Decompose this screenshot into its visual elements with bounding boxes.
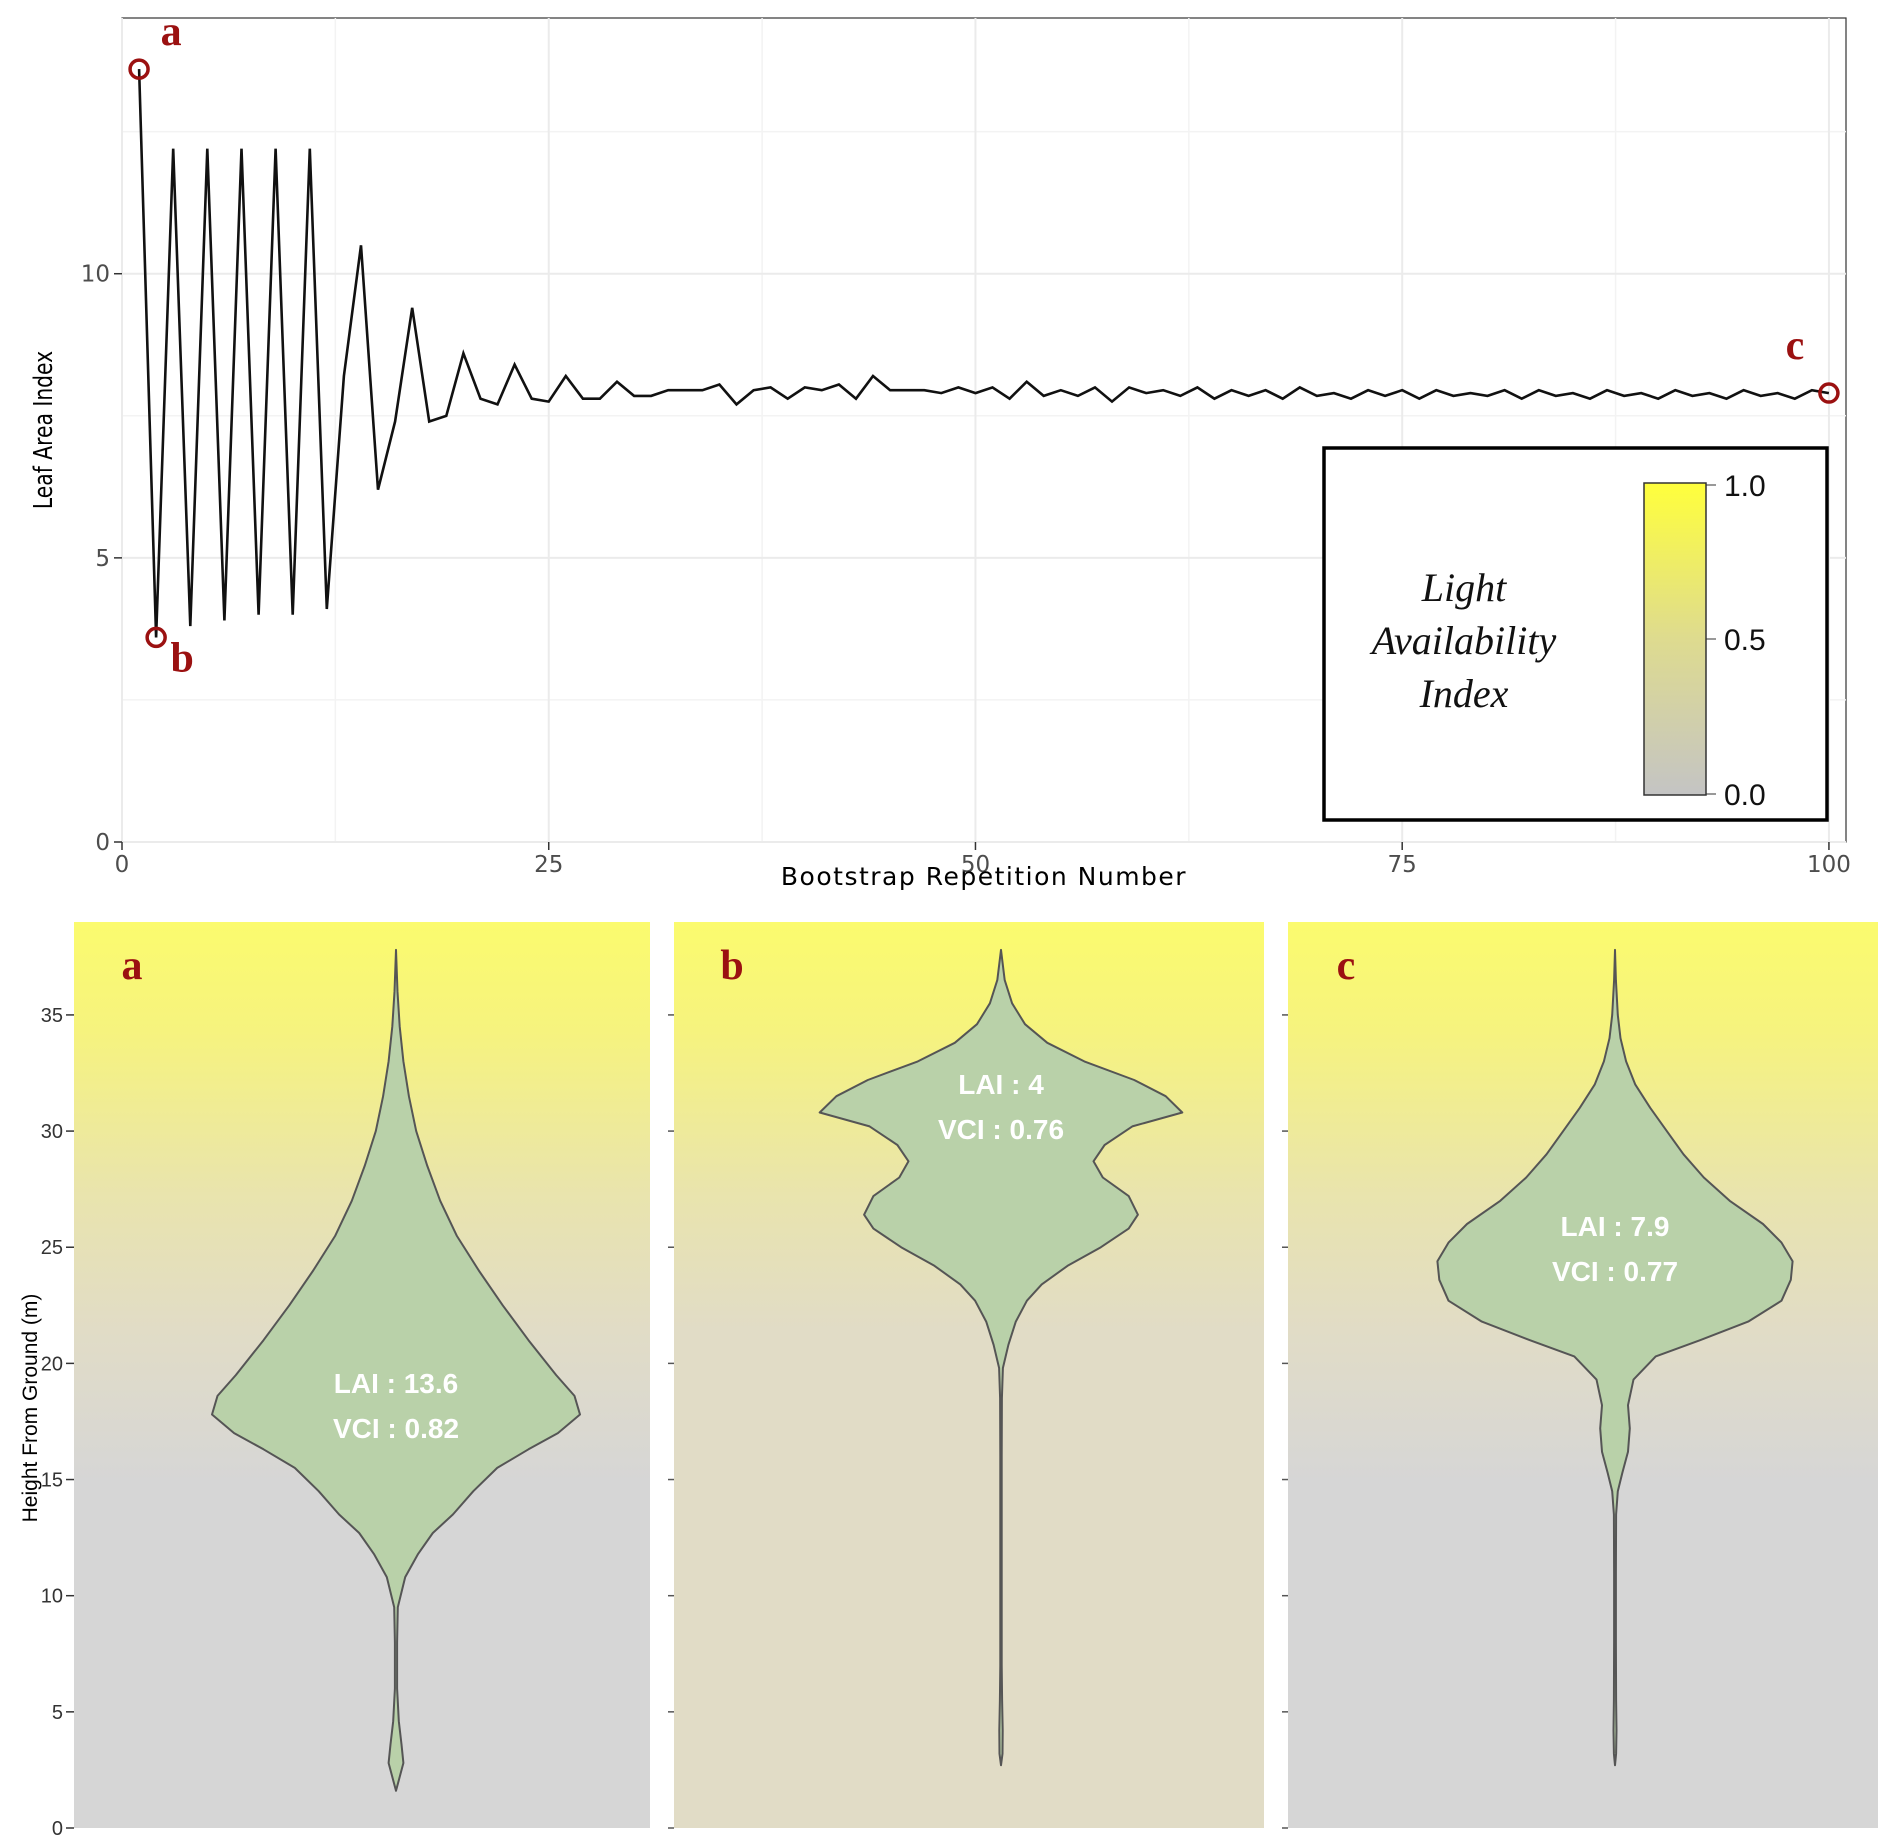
vci-annotation-a: VCI : 0.82 (333, 1413, 459, 1444)
legend-title-line-3: Index (1419, 671, 1509, 716)
y-axis-title: Leaf Area Index (29, 351, 59, 509)
violin-y-tick-label: 10 (41, 1586, 63, 1608)
lai-annotation-c: LAI : 7.9 (1561, 1211, 1670, 1242)
vci-annotation-b: VCI : 0.76 (938, 1114, 1064, 1145)
violin-y-tick-label: 35 (41, 1005, 63, 1027)
violin-shape-c (1436, 948, 1794, 1767)
violin-shape-a (211, 948, 581, 1792)
x-axis-title: Bootstrap Repetition Number (781, 862, 1187, 891)
colorbar-label-0-5: 0.5 (1724, 624, 1766, 657)
violin-y-tick-label: 20 (41, 1353, 63, 1375)
violin-shape-b (818, 948, 1184, 1767)
violin-y-tick-label: 5 (52, 1702, 63, 1724)
vci-annotation-c: VCI : 0.77 (1552, 1256, 1678, 1287)
y-tick-label: 5 (95, 546, 110, 572)
violin-y-tick-label: 25 (41, 1237, 63, 1259)
violin-panel-b: b LAI : 4 VCI : 0.76 (674, 922, 1264, 1828)
violin-y-axis-title: Height From Ground (m) (19, 1294, 42, 1523)
x-tick-label: 0 (115, 852, 130, 878)
y-tick-label: 0 (95, 830, 110, 856)
violin-y-tick-label: 30 (41, 1121, 63, 1143)
highlight-markers: a b c (128, 9, 1840, 681)
violin-panel-label-a: a (122, 943, 143, 989)
highlight-point-b (145, 626, 167, 649)
legend-frame (1322, 446, 1829, 822)
lai-annotation-b: LAI : 4 (958, 1069, 1044, 1100)
x-tick-label: 50 (961, 852, 990, 878)
highlight-point-c (1818, 382, 1840, 404)
violin-panel-label-c: c (1337, 943, 1356, 989)
x-tick-label: 25 (534, 852, 563, 878)
axis-ticks: 0 25 50 75 100 0 5 10 (81, 262, 1851, 878)
highlight-label-b: b (170, 635, 193, 681)
x-tick-label: 100 (1807, 852, 1851, 878)
violin-y-axis: 0 5 10 15 20 25 30 35 (41, 1005, 1288, 1836)
y-tick-label: 10 (81, 262, 110, 288)
highlight-point-a (128, 58, 150, 80)
legend: Light Availability Index 1.0 0.5 0.0 (1322, 446, 1829, 822)
lai-annotation-a: LAI : 13.6 (334, 1368, 458, 1399)
highlight-label-a: a (161, 9, 182, 55)
legend-title-line-1: Light (1421, 565, 1507, 610)
violin-panel-a: a LAI : 13.6 VCI : 0.82 (74, 922, 650, 1828)
lai-series-line (137, 69, 1830, 638)
colorbar (1643, 482, 1707, 796)
light-background (1288, 922, 1878, 1828)
violin-panel-c: c LAI : 7.9 VCI : 0.77 (1288, 922, 1878, 1828)
violin-y-tick-label: 0 (52, 1818, 63, 1836)
highlight-label-c: c (1786, 323, 1805, 369)
colorbar-label-0: 0.0 (1724, 779, 1766, 812)
legend-title-line-2: Availability (1369, 618, 1557, 663)
violin-panel-label-b: b (720, 943, 743, 989)
lai-line-chart: 0 25 50 75 100 0 5 10 a b c Leaf Area Index Boots… (29, 9, 1851, 891)
colorbar-label-1: 1.0 (1724, 470, 1766, 503)
x-tick-label: 75 (1388, 852, 1417, 878)
violin-panels: 0 5 10 15 20 25 30 35 Height From Ground (m) a L… (19, 922, 1878, 1836)
violin-y-tick-label: 15 (41, 1470, 63, 1492)
